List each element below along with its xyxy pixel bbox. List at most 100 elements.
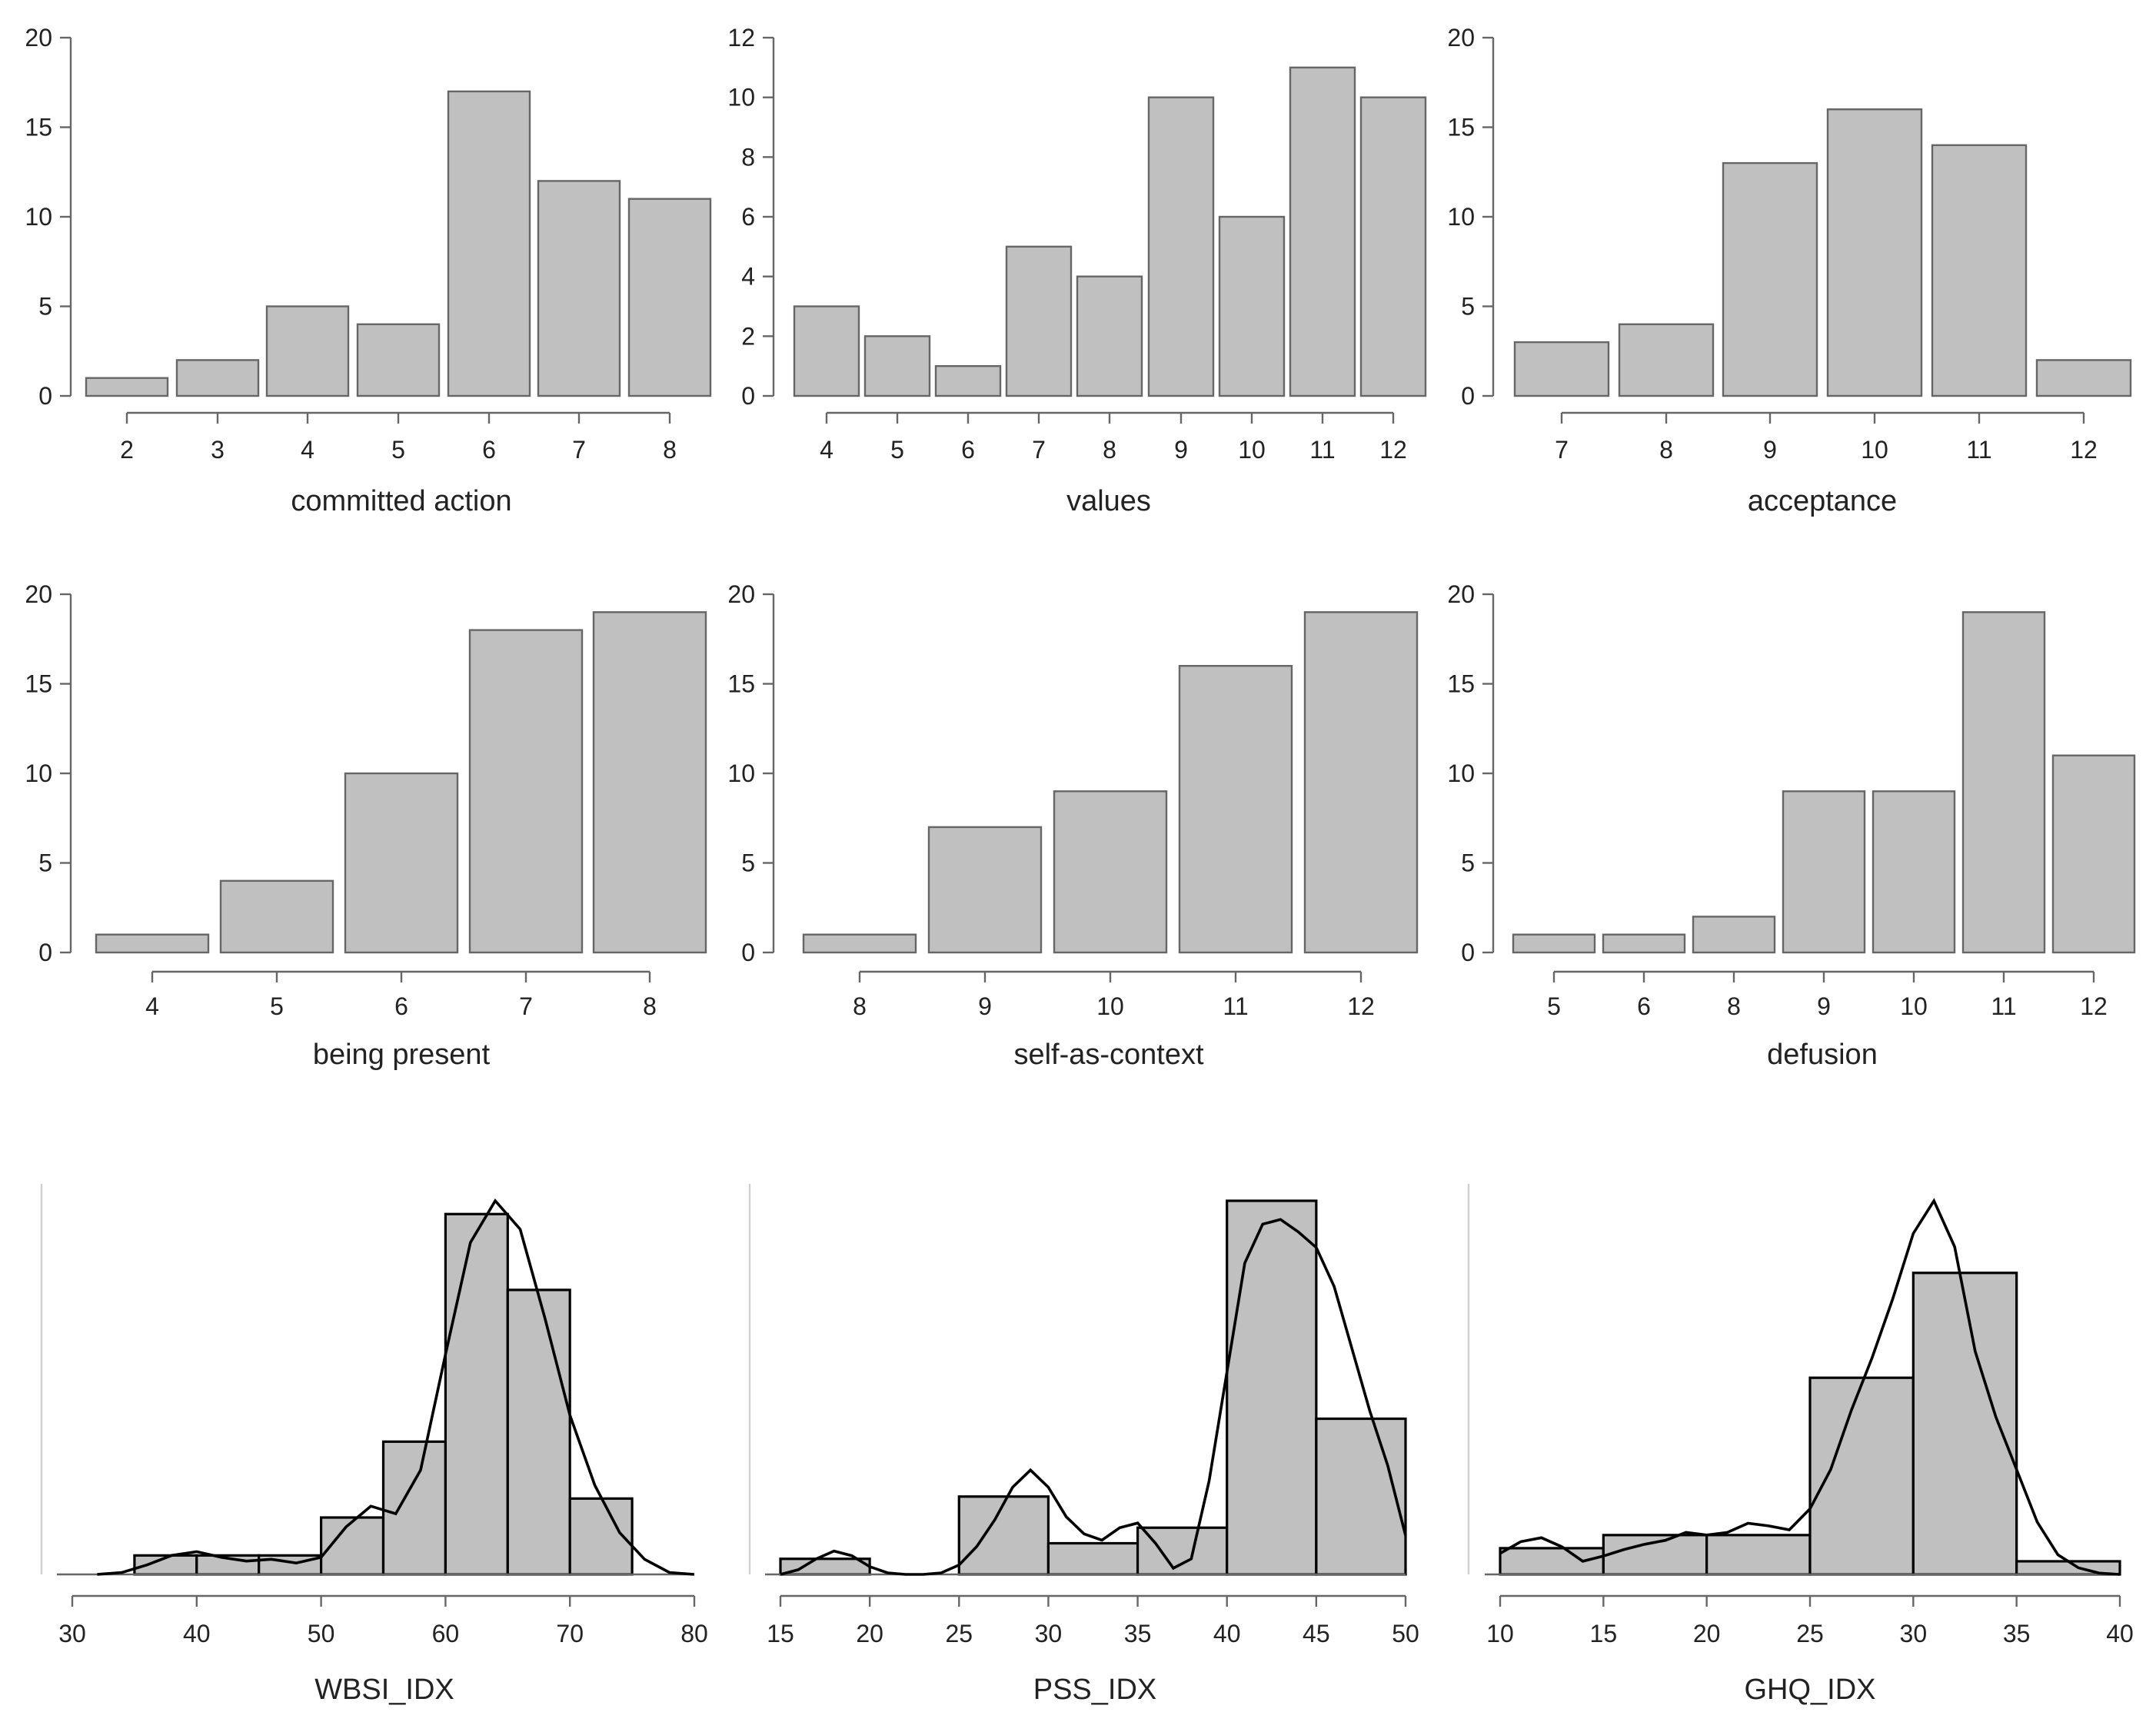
x-tick-label: 12 xyxy=(2080,992,2108,1020)
x-axis-title: PSS_IDX xyxy=(1033,1674,1157,1706)
y-tick-label: 10 xyxy=(25,760,52,787)
y-tick-label: 6 xyxy=(741,203,755,231)
bar xyxy=(1178,665,1293,954)
x-tick-label: 15 xyxy=(1590,1620,1618,1647)
bar xyxy=(1005,245,1073,397)
x-tick-label: 4 xyxy=(145,992,159,1020)
histogram-bin xyxy=(1705,1534,1812,1576)
histogram-2: 15 20 25 30 35 40 45 50 PSS_IDX xyxy=(748,1184,1419,1706)
x-tick-label: 8 xyxy=(1103,436,1116,464)
x-tick-label: 2 xyxy=(120,436,134,464)
bar xyxy=(1602,933,1686,954)
x-tick-label: 20 xyxy=(1693,1620,1721,1647)
x-tick-label: 12 xyxy=(1347,992,1375,1020)
bar-chart-6: 0 5 10 15 20 5 6 8 9 10 11 12 defusion xyxy=(1447,580,2136,1071)
x-tick-label: 7 xyxy=(572,436,586,464)
y-tick-label: 5 xyxy=(38,849,52,877)
histogram-bin xyxy=(1808,1376,1915,1576)
x-axis-title: acceptance xyxy=(1748,485,1897,517)
y-tick-label: 4 xyxy=(741,263,755,291)
density-curve xyxy=(1499,1198,2121,1576)
y-tick-label: 10 xyxy=(25,203,52,231)
y-tick-label: 2 xyxy=(741,322,755,350)
x-tick-label: 9 xyxy=(1174,436,1188,464)
x-tick-label: 35 xyxy=(2003,1620,2031,1647)
x-tick-label: 10 xyxy=(1861,436,1888,464)
bar xyxy=(802,933,917,954)
x-tick-label: 40 xyxy=(1213,1620,1241,1647)
x-tick-label: 11 xyxy=(1991,992,2016,1020)
histogram-bin xyxy=(444,1212,509,1576)
x-tick-label: 8 xyxy=(853,992,867,1020)
x-tick-label: 45 xyxy=(1303,1620,1330,1647)
x-axis-title: GHQ_IDX xyxy=(1744,1674,1875,1706)
histogram-bin xyxy=(1136,1526,1229,1576)
y-tick-label: 20 xyxy=(1447,580,1475,608)
x-tick-label: 9 xyxy=(978,992,992,1020)
histogram-bin xyxy=(1911,1272,2018,1576)
y-tick-label: 0 xyxy=(38,939,52,966)
x-tick-label: 9 xyxy=(1763,436,1777,464)
bar xyxy=(927,826,1043,954)
x-tick-label: 20 xyxy=(856,1620,883,1647)
histogram-bin xyxy=(1315,1417,1407,1576)
bar xyxy=(863,335,931,397)
bar xyxy=(344,772,459,954)
y-tick-label: 0 xyxy=(1461,939,1475,966)
y-tick-label: 10 xyxy=(727,84,755,111)
x-tick-label: 15 xyxy=(767,1620,794,1647)
bar xyxy=(219,879,334,954)
bar-chart-3: 0 5 10 15 20 7 8 9 10 11 12 acceptance xyxy=(1447,24,2132,517)
density-curve xyxy=(780,1218,1407,1576)
x-tick-label: 40 xyxy=(2106,1620,2134,1647)
y-tick-label: 20 xyxy=(1447,24,1475,52)
bar xyxy=(1053,790,1168,954)
bar xyxy=(95,933,210,954)
bar xyxy=(1359,96,1427,397)
x-tick-label: 6 xyxy=(961,436,975,464)
bar xyxy=(1782,790,1866,954)
bar xyxy=(1218,215,1286,397)
x-tick-label: 9 xyxy=(1817,992,1831,1020)
histogram-bin xyxy=(506,1288,571,1576)
y-tick-label: 15 xyxy=(1447,670,1475,698)
x-axis-title: values xyxy=(1066,485,1151,517)
x-tick-label: 8 xyxy=(663,436,677,464)
bar xyxy=(447,90,531,397)
x-tick-label: 35 xyxy=(1124,1620,1152,1647)
y-tick-label: 10 xyxy=(1447,203,1475,231)
x-tick-label: 8 xyxy=(1659,436,1673,464)
histogram-bin xyxy=(957,1495,1050,1576)
x-tick-label: 8 xyxy=(1727,992,1741,1020)
bar xyxy=(1722,161,1818,397)
x-tick-label: 6 xyxy=(482,436,496,464)
y-tick-label: 5 xyxy=(1461,293,1475,321)
bar-chart-2: 0 2 4 6 8 10 12 4 5 6 7 8 9 10 11 12 values xyxy=(727,24,1427,517)
y-tick-label: 15 xyxy=(727,670,755,698)
x-tick-label: 10 xyxy=(1238,436,1266,464)
x-tick-label: 4 xyxy=(301,436,314,464)
x-axis-title: committed action xyxy=(291,485,511,517)
bar xyxy=(2035,359,2132,397)
x-tick-label: 11 xyxy=(1309,436,1335,464)
bar xyxy=(1961,611,2046,954)
x-tick-label: 30 xyxy=(1900,1620,1928,1647)
bar xyxy=(1618,323,1715,397)
bar xyxy=(627,198,712,397)
x-tick-label: 30 xyxy=(58,1620,86,1647)
x-tick-label: 8 xyxy=(643,992,657,1020)
bar xyxy=(1076,275,1143,397)
x-axis-title: being present xyxy=(313,1039,491,1071)
y-tick-label: 0 xyxy=(741,939,755,966)
x-tick-label: 5 xyxy=(391,436,405,464)
x-tick-label: 7 xyxy=(519,992,533,1020)
x-tick-label: 12 xyxy=(2070,436,2098,464)
density-curve xyxy=(97,1198,695,1576)
bar xyxy=(934,364,1002,397)
x-tick-label: 6 xyxy=(394,992,408,1020)
y-tick-label: 0 xyxy=(1461,382,1475,410)
x-tick-label: 5 xyxy=(890,436,904,464)
bar xyxy=(1147,96,1215,397)
bar xyxy=(265,305,350,397)
